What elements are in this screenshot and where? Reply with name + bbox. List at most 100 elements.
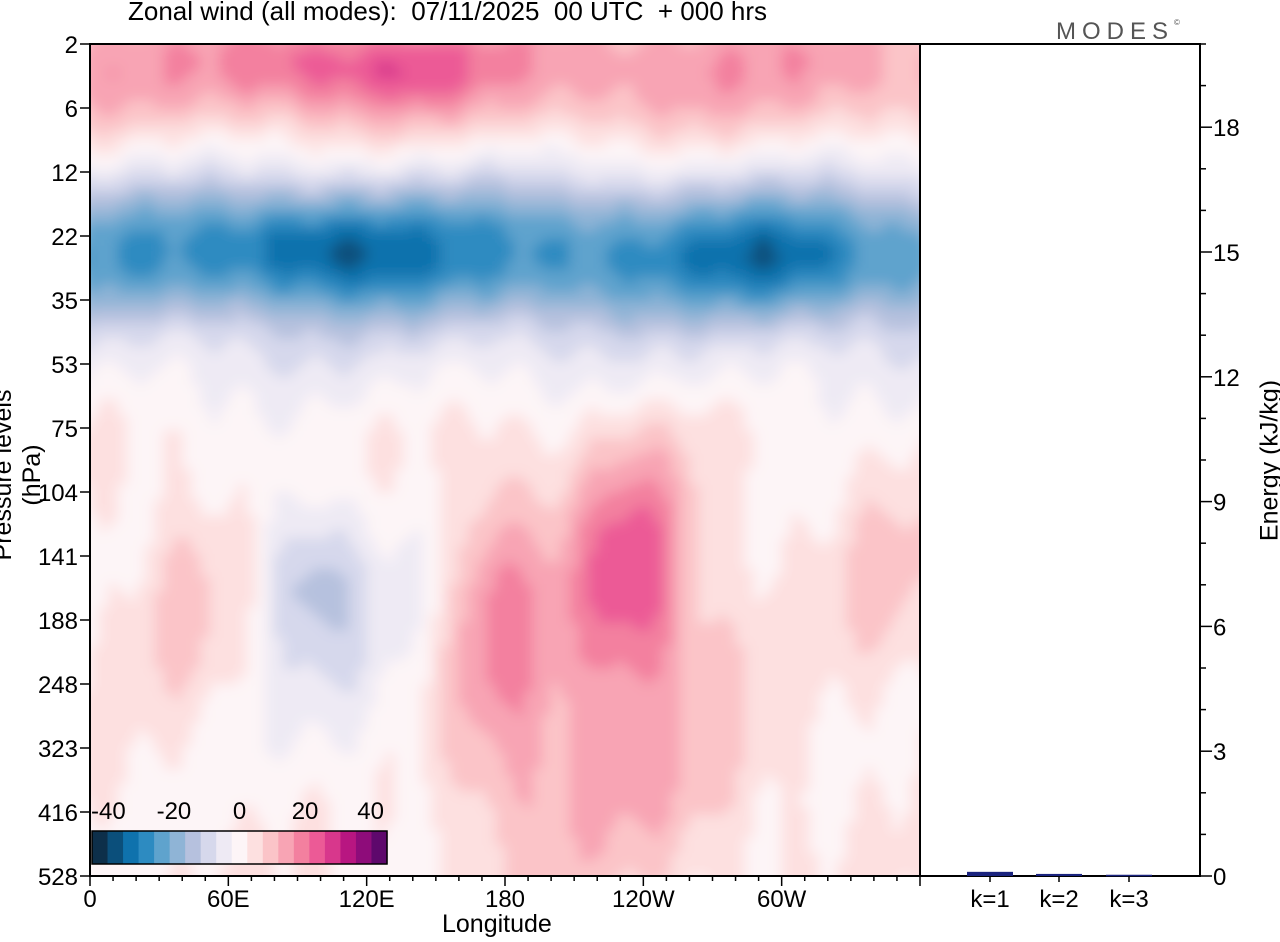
heatmap-cell <box>422 61 433 71</box>
heatmap-cell <box>329 246 340 255</box>
heatmap-cell <box>385 292 396 301</box>
heatmap-cell <box>117 276 128 286</box>
heatmap-cell <box>246 92 257 102</box>
heatmap-cell <box>265 215 276 225</box>
heatmap-cell <box>219 422 230 432</box>
heatmap-cell <box>126 461 138 470</box>
heatmap-cell <box>117 84 128 94</box>
heatmap-cell <box>283 599 294 609</box>
heatmap-cell <box>228 538 239 547</box>
heatmap-cell <box>449 315 460 325</box>
heatmap-cell <box>117 108 128 117</box>
heatmap-cell <box>274 399 285 409</box>
heatmap-cell <box>486 353 497 363</box>
heatmap-cell <box>154 783 165 793</box>
heatmap-cell <box>440 584 451 593</box>
heatmap-cell <box>256 246 267 255</box>
heatmap-cell <box>209 515 221 524</box>
heatmap-cell <box>449 430 460 440</box>
heatmap-cell <box>403 92 414 102</box>
heatmap-cell <box>422 484 433 493</box>
heatmap-cell <box>366 253 377 263</box>
heatmap-cell <box>422 230 433 240</box>
heatmap-cell <box>375 138 387 148</box>
heatmap-cell <box>99 492 110 501</box>
heatmap-cell <box>302 44 313 48</box>
heatmap-cell <box>449 230 460 240</box>
heatmap-cell <box>228 515 239 524</box>
heatmap-cell <box>339 184 350 194</box>
heatmap-cell <box>99 668 110 678</box>
heatmap-cell <box>431 246 442 255</box>
heatmap-cell <box>228 568 239 578</box>
heatmap-cell <box>145 645 156 655</box>
heatmap-cell <box>486 154 497 163</box>
heatmap-cell <box>126 637 138 647</box>
heatmap-cell <box>320 330 331 340</box>
heatmap-cell <box>200 468 211 478</box>
heatmap-cell <box>200 561 211 570</box>
heatmap-cell <box>90 177 101 186</box>
heatmap-cell <box>200 315 211 325</box>
heatmap-cell <box>256 599 267 609</box>
heatmap-cell <box>449 576 460 586</box>
heatmap-cell <box>173 753 184 762</box>
heatmap-cell <box>449 568 460 578</box>
heatmap-cell <box>81 31 91 40</box>
heatmap-cell <box>449 184 460 194</box>
heatmap-cell <box>274 737 285 747</box>
heatmap-cell <box>228 660 239 670</box>
heatmap-cell <box>394 653 405 662</box>
heatmap-cell <box>173 346 184 355</box>
heatmap-cell <box>182 161 193 171</box>
heatmap-cell <box>477 684 488 693</box>
heatmap-cell <box>357 737 368 747</box>
heatmap-cell <box>403 522 414 532</box>
heatmap-cell <box>329 630 340 639</box>
heatmap-cell <box>145 522 156 532</box>
heatmap-cell <box>468 591 479 601</box>
heatmap-cell <box>458 699 470 709</box>
heatmap-cell <box>90 468 101 478</box>
heatmap-cell <box>219 507 230 517</box>
heatmap-cell <box>117 515 128 524</box>
heatmap-cell <box>412 645 423 655</box>
heatmap-cell <box>283 722 294 732</box>
heatmap-cell <box>292 123 304 133</box>
heatmap-cell <box>357 707 368 716</box>
heatmap-cell <box>126 499 138 509</box>
heatmap-cell <box>339 614 350 624</box>
heatmap-cell <box>302 276 313 286</box>
heatmap-cell <box>339 622 350 632</box>
heatmap-cell <box>219 192 230 202</box>
heatmap-cell <box>339 753 350 762</box>
heatmap-cell <box>302 630 313 639</box>
heatmap-cell <box>468 561 479 570</box>
heatmap-cell <box>228 100 239 109</box>
heatmap-cell <box>449 192 460 202</box>
heatmap-cell <box>246 614 257 624</box>
heatmap-cell <box>117 338 128 348</box>
heatmap-cell <box>274 422 285 432</box>
heatmap-cell <box>320 530 331 540</box>
heatmap-cell <box>477 568 488 578</box>
heatmap-cell <box>375 61 387 71</box>
heatmap-cell <box>468 860 479 870</box>
heatmap-cell <box>191 799 202 808</box>
heatmap-cell <box>422 461 433 470</box>
heatmap-cell <box>209 276 221 286</box>
heatmap-cell <box>136 422 147 432</box>
heatmap-cell <box>246 730 257 739</box>
heatmap-cell <box>431 591 442 601</box>
heatmap-cell <box>145 238 156 248</box>
heatmap-cell <box>320 169 331 179</box>
heatmap-cell <box>458 77 470 86</box>
heatmap-cell <box>284 31 294 40</box>
heatmap-cell <box>403 146 414 156</box>
heatmap-cell <box>348 822 359 831</box>
heatmap-cell <box>256 507 267 517</box>
heatmap-cell <box>246 154 257 163</box>
heatmap-cell <box>182 169 193 179</box>
heatmap-cell <box>228 353 239 363</box>
heatmap-cell <box>458 238 470 248</box>
